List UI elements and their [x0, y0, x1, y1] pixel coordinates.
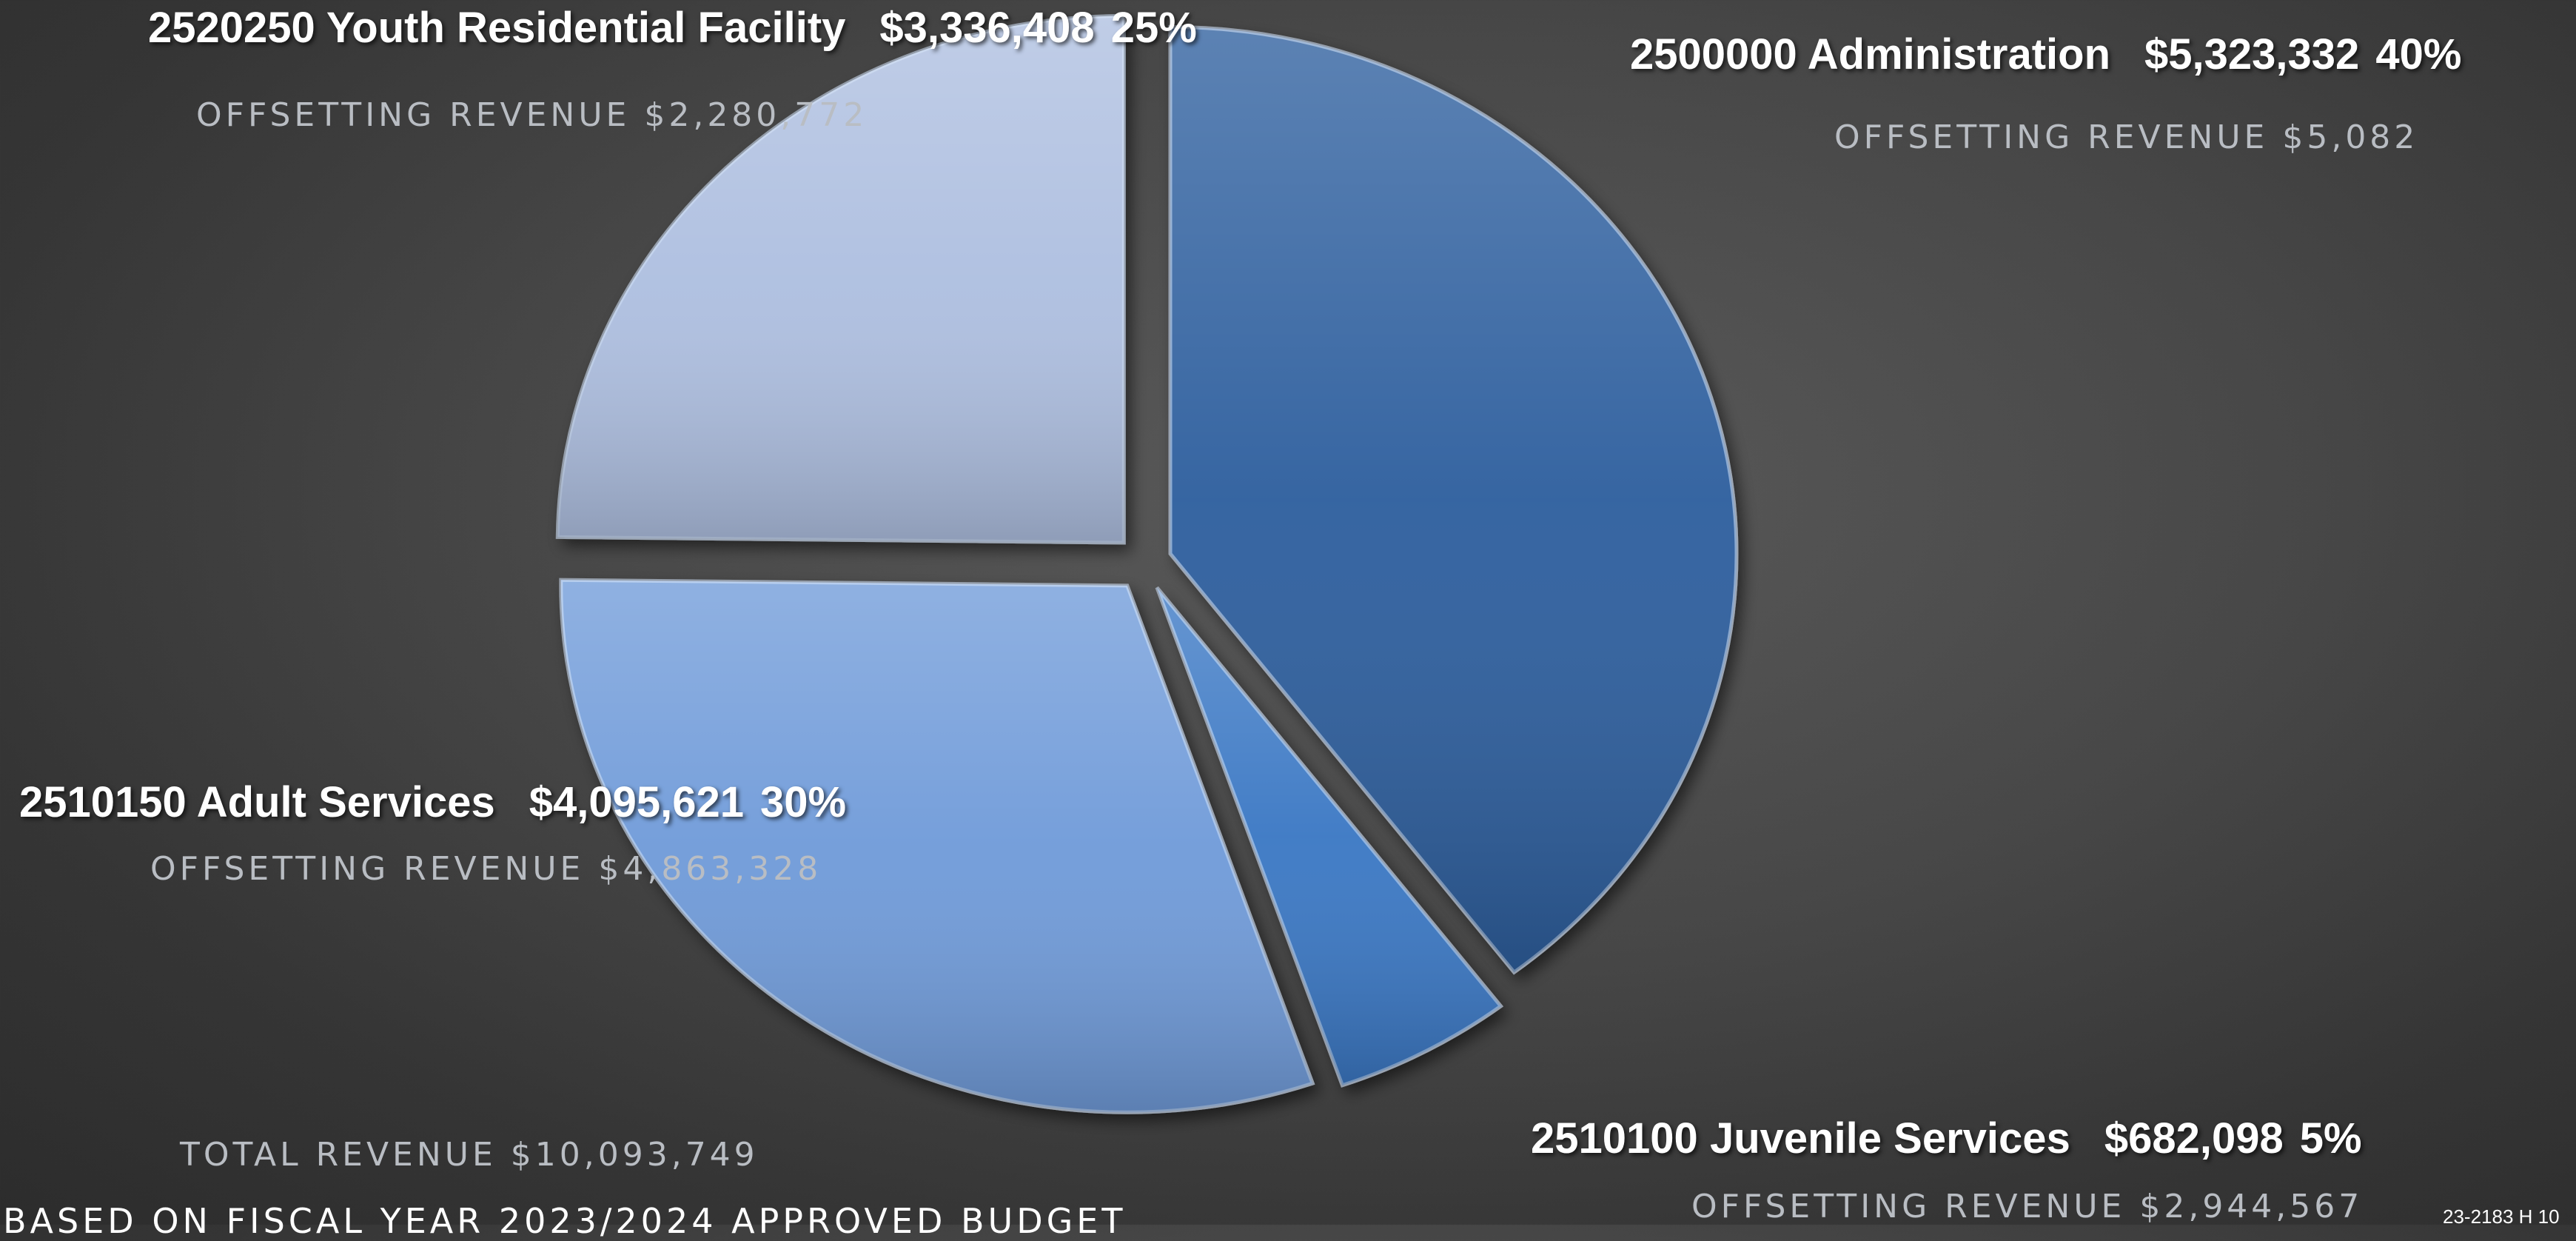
slice-name: Adult Services: [196, 778, 495, 826]
slice-percent: 25%: [1110, 4, 1197, 52]
slice-juvenile-services-highlight: [1156, 587, 1501, 1086]
slice-amount: $3,336,408: [879, 4, 1095, 52]
slice-code: 2510100: [1531, 1114, 1698, 1163]
document-code: 23-2183 H 10: [2443, 1205, 2560, 1228]
slice-amount: $682,098: [2104, 1114, 2284, 1163]
slice-youth-residential-highlight: [557, 16, 1124, 543]
total-revenue: TOTAL REVENUE $10,093,749: [180, 1136, 759, 1174]
slice-name: Youth Residential Facility: [326, 4, 846, 52]
slice-code: 2500000: [1630, 30, 1797, 78]
slice-label-adult-services: 2510150 Adult Services $4,095,621 30%: [19, 777, 846, 827]
footer-note: BASED ON FISCAL YEAR 2023/2024 APPROVED …: [3, 1201, 1127, 1241]
slice-adult-services-highlight: [560, 580, 1313, 1113]
slice-label-juvenile-services: 2510100 Juvenile Services $682,098 5%: [1531, 1114, 2362, 1163]
slice-administration-highlight: [1170, 27, 1737, 973]
offset-revenue-youth-residential: OFFSETTING REVENUE $2,280,772: [196, 96, 868, 134]
offset-revenue-administration: OFFSETTING REVENUE $5,082: [1834, 118, 2419, 156]
slice-code: 2520250: [148, 4, 315, 52]
slice-label-youth-residential: 2520250 Youth Residential Facility $3,336…: [148, 3, 1197, 53]
slice-label-administration: 2500000 Administration $5,323,332 40%: [1630, 30, 2461, 79]
slice-name: Juvenile Services: [1709, 1114, 2070, 1163]
slice-percent: 40%: [2375, 30, 2462, 78]
offset-revenue-adult-services: OFFSETTING REVENUE $4,863,328: [150, 850, 822, 888]
slice-name: Administration: [1807, 30, 2111, 78]
slice-percent: 5%: [2299, 1114, 2362, 1163]
slice-amount: $5,323,332: [2144, 30, 2360, 78]
slice-percent: 30%: [760, 778, 847, 826]
slice-code: 2510150: [19, 778, 187, 826]
slice-amount: $4,095,621: [529, 778, 745, 826]
offset-revenue-juvenile-services: OFFSETTING REVENUE $2,944,567: [1691, 1188, 2364, 1225]
